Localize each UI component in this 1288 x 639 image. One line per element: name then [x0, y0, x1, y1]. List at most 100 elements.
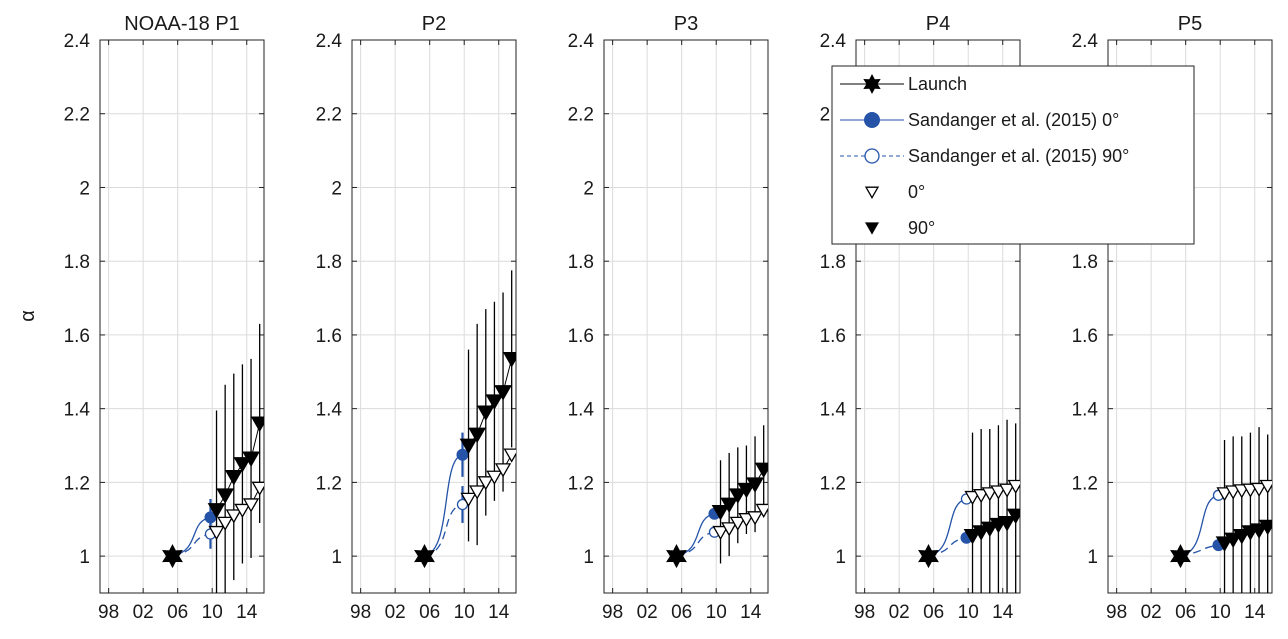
y-tick-label: 1.4	[568, 400, 595, 421]
y-tick-label: 2	[583, 178, 594, 199]
series-0-point	[477, 476, 494, 491]
x-tick-label: 02	[1141, 602, 1162, 623]
x-tick-label: 06	[1175, 602, 1196, 623]
x-tick-label: 02	[133, 602, 154, 623]
series-90-point	[980, 521, 999, 538]
series-0-point	[990, 485, 1007, 500]
series-90-point	[1215, 536, 1234, 552]
series-90-point	[963, 528, 982, 545]
series-0-point	[721, 522, 738, 537]
series-90-point	[250, 416, 264, 433]
sandanger-90-line	[1180, 494, 1219, 557]
series-90-point	[737, 482, 756, 499]
series-90-point	[998, 516, 1016, 532]
series-90-point	[728, 488, 747, 504]
y-tick-label: 1.6	[1072, 326, 1098, 347]
series-0-point	[1007, 479, 1020, 495]
x-tick-label: 10	[958, 602, 979, 623]
y-tick-label: 1.8	[1072, 252, 1098, 273]
x-tick-label: 98	[350, 602, 371, 623]
x-tick-label: 14	[236, 602, 258, 623]
legend-box	[831, 65, 1195, 245]
legend-label: Sandanger et al. (2015) 90°	[908, 146, 1129, 166]
sandanger-90-line	[424, 503, 463, 557]
series-90-point	[476, 405, 495, 421]
launch-point	[1170, 544, 1191, 569]
legend-label: Launch	[908, 74, 967, 94]
series-90-point	[502, 351, 516, 368]
y-tick-label: 1	[583, 547, 594, 568]
series-0-point	[486, 470, 503, 485]
series-90-point	[485, 394, 504, 410]
series-90-point	[468, 427, 487, 444]
legend-item: Launch	[840, 74, 967, 94]
y-tick-label: 2	[79, 178, 90, 199]
y-tick-label: 1.6	[316, 326, 342, 347]
launch-point	[162, 544, 183, 569]
legend-label: 0°	[908, 182, 925, 202]
y-tick-label: 1.2	[820, 473, 846, 494]
panel-data	[918, 419, 1020, 593]
panel-title: P3	[674, 13, 698, 35]
x-tick-label: 02	[385, 602, 406, 623]
legend-marker-open-triangle	[864, 186, 880, 200]
legend-marker-filled-triangle	[865, 222, 879, 235]
y-tick-label: 2.4	[568, 31, 595, 52]
series-0-point	[251, 481, 264, 496]
axes-box	[351, 39, 517, 594]
legend: Launch Sandanger et al. (2015) 0° Sandange…	[831, 65, 1195, 245]
sandanger-90-line	[928, 498, 967, 557]
series-90-point	[720, 497, 739, 514]
x-tick-label: 98	[98, 602, 119, 623]
series-0-point	[964, 490, 981, 506]
panel-data	[666, 425, 768, 569]
y-tick-label: 1.2	[1072, 473, 1098, 494]
panel-data	[162, 323, 264, 593]
x-tick-label: 14	[488, 602, 510, 623]
y-tick-label: 1.2	[64, 473, 90, 494]
panel-title: P2	[422, 13, 446, 35]
x-tick-label: 10	[454, 602, 475, 623]
series-90-point	[972, 525, 991, 541]
x-tick-label: 06	[671, 602, 692, 623]
panel-1: NOAA-18 P1 1 1.2 1.4 1.6 1.8 2 2.2 2.4 98 02 06 10 14	[64, 13, 265, 623]
legend-label: Sandanger et al. (2015) 0°	[908, 110, 1119, 130]
series-0-point	[234, 503, 251, 519]
y-tick-label: 1	[1087, 547, 1098, 568]
axes-box	[855, 39, 1021, 594]
series-0-point	[460, 492, 477, 507]
panel-data	[1170, 427, 1272, 593]
x-tick-label: 06	[923, 602, 944, 623]
panel-2: P2 1 1.2 1.4 1.6 1.8 2 2.2 2.4 98 02 06 10 14	[316, 13, 517, 623]
series-0-point	[981, 487, 998, 502]
y-tick-label: 1	[331, 547, 342, 568]
legend-label: 90°	[908, 218, 935, 238]
y-tick-label: 1.8	[568, 252, 594, 273]
series-0-point	[755, 503, 768, 519]
axes-box	[603, 39, 769, 594]
series-0-point	[225, 509, 242, 524]
panel-3: P3 1 1.2 1.4 1.6 1.8 2 2.2 2.4 98 02 06 10 14	[568, 13, 769, 623]
series-0-point	[217, 516, 234, 531]
y-tick-label: 2.2	[64, 105, 90, 126]
series-0-point	[998, 483, 1016, 498]
series-90-point	[1006, 508, 1020, 525]
x-tick-label: 10	[1210, 602, 1231, 623]
y-tick-label: 1.6	[568, 326, 594, 347]
x-tick-label: 02	[889, 602, 910, 623]
series-90-point	[746, 477, 764, 493]
series-0-point	[1259, 479, 1272, 495]
y-tick-label: 1.8	[64, 252, 90, 273]
launch-point	[918, 544, 939, 569]
series-0-point	[469, 485, 486, 500]
legend-item: Sandanger et al. (2015) 90°	[840, 146, 1129, 166]
y-tick-label: 2.2	[316, 105, 342, 126]
series-90-point	[459, 438, 478, 455]
launch-point	[414, 544, 435, 569]
legend-item: Sandanger et al. (2015) 0°	[840, 110, 1119, 130]
y-tick-label: 1.2	[316, 473, 342, 494]
x-tick-label: 98	[854, 602, 875, 623]
series-0-point	[1216, 487, 1233, 502]
launch-point	[666, 544, 687, 569]
